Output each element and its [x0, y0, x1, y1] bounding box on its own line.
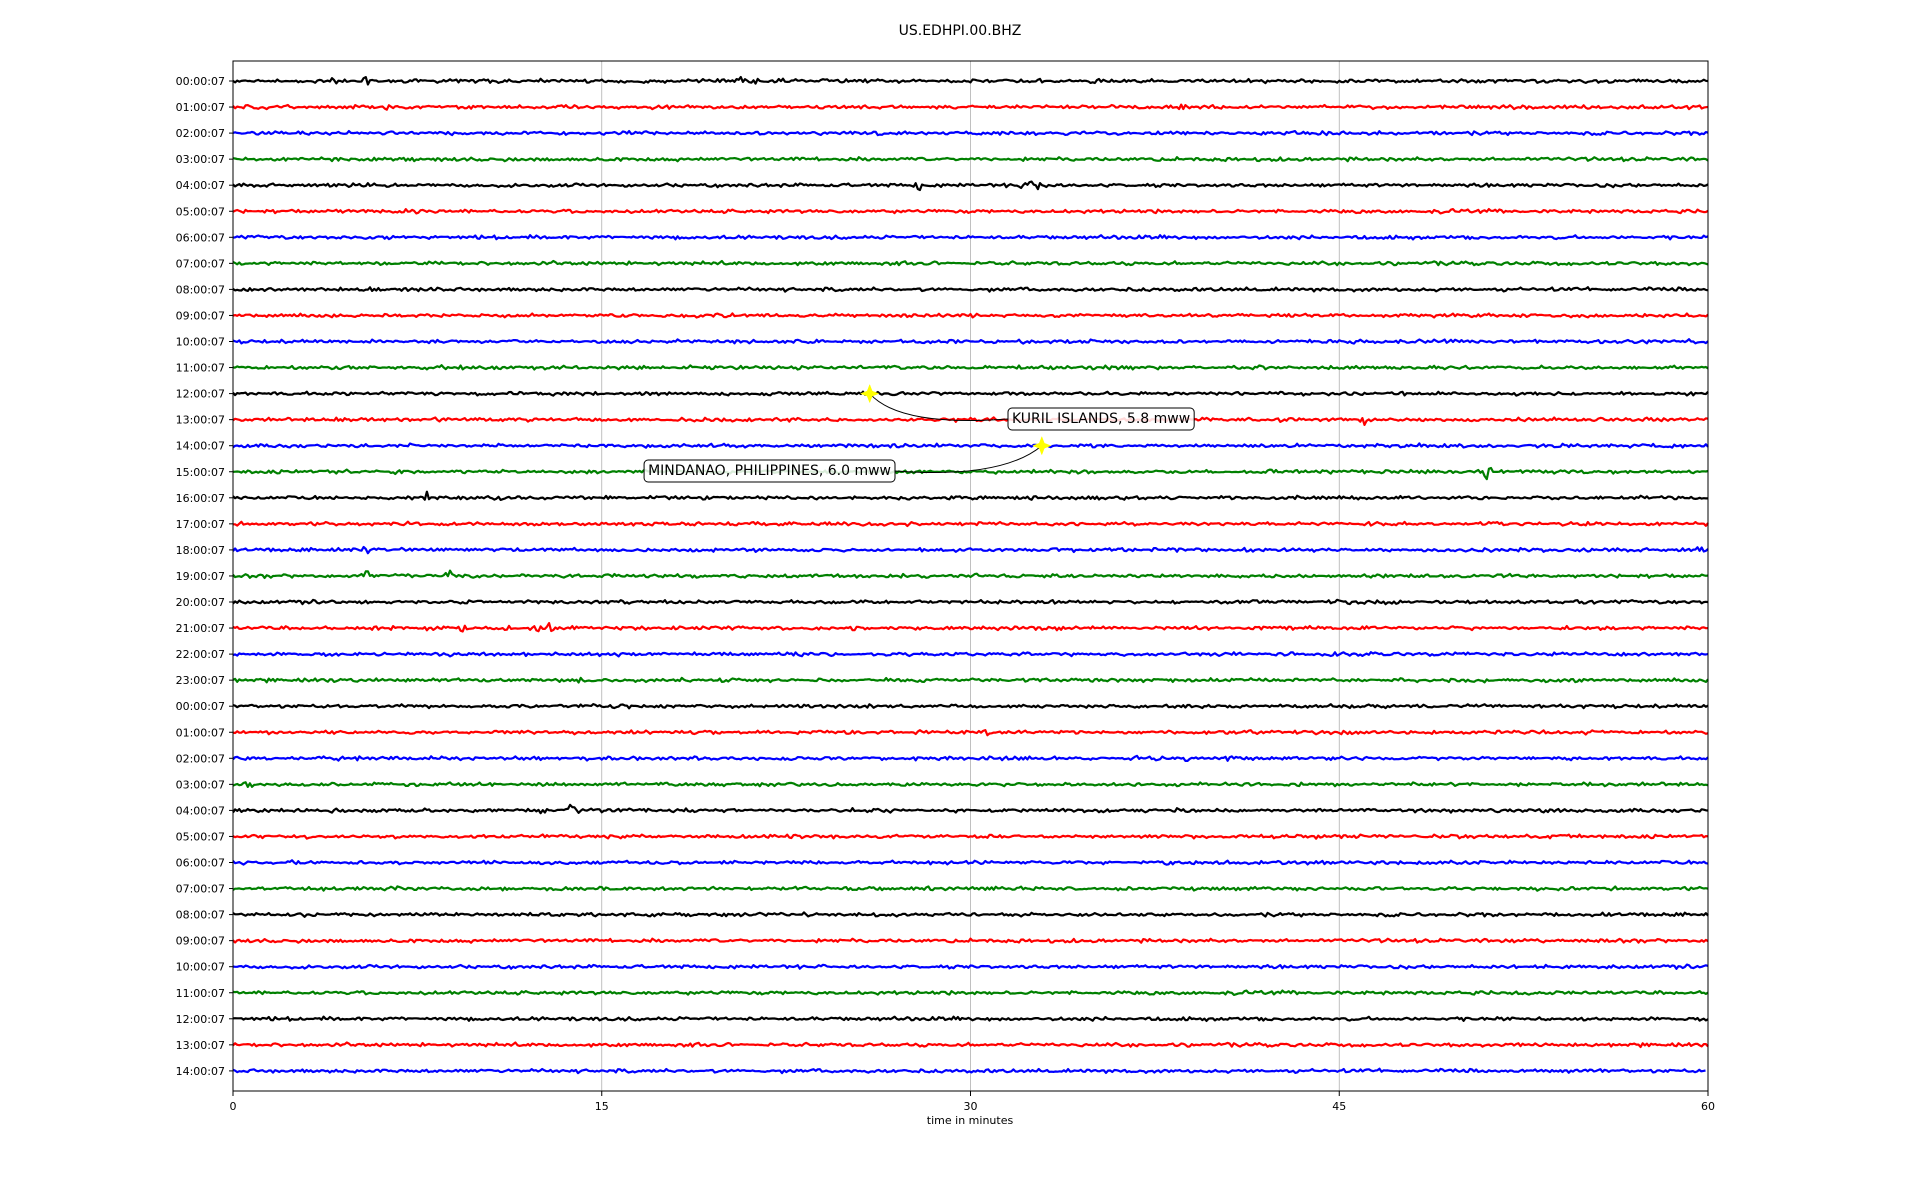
event-star-marker	[860, 383, 880, 404]
row-time-label: 00:00:07	[176, 700, 225, 713]
trace-row	[232, 754, 1709, 762]
x-axis-label: time in minutes	[927, 1114, 1014, 1127]
trace-row	[232, 598, 1709, 606]
trace-row	[232, 234, 1709, 241]
x-tick-label: 15	[595, 1100, 609, 1113]
trace-row	[232, 130, 1709, 137]
row-time-label: 14:00:07	[176, 1065, 225, 1078]
event-connector	[869, 393, 1009, 421]
row-time-label: 12:00:07	[176, 388, 225, 401]
row-time-label: 04:00:07	[176, 179, 225, 192]
row-time-label: 03:00:07	[176, 153, 225, 166]
row-time-label: 06:00:07	[176, 857, 225, 870]
trace-row	[232, 622, 1709, 633]
row-time-label: 09:00:07	[176, 309, 225, 322]
trace-row	[232, 676, 1709, 684]
row-time-label: 13:00:07	[176, 414, 225, 427]
trace-row	[232, 569, 1709, 579]
trace-row	[232, 180, 1709, 192]
row-time-label: 14:00:07	[176, 440, 225, 453]
row-time-label: 03:00:07	[176, 778, 225, 791]
trace-row	[232, 364, 1709, 371]
row-time-label: 05:00:07	[176, 205, 225, 218]
row-time-label: 02:00:07	[176, 127, 225, 140]
row-time-label: 10:00:07	[176, 961, 225, 974]
seismic-traces	[232, 75, 1709, 1075]
row-time-label: 08:00:07	[176, 909, 225, 922]
row-time-label: 23:00:07	[176, 674, 225, 687]
trace-row	[232, 545, 1709, 555]
trace-row	[232, 103, 1709, 111]
trace-row	[232, 466, 1709, 481]
event-star-marker	[1032, 436, 1052, 456]
row-time-label: 19:00:07	[176, 570, 225, 583]
trace-row	[232, 208, 1709, 215]
row-time-label: 04:00:07	[176, 804, 225, 817]
event-annotations: KURIL ISLANDS, 5.8 mww MINDANAO, PHILIPPI…	[643, 383, 1195, 483]
event-label: MINDANAO, PHILIPPINES, 6.0 mww	[648, 463, 891, 479]
row-time-label: 18:00:07	[176, 544, 225, 557]
x-axis: 0 15 30 45 60	[230, 1091, 1715, 1113]
row-time-label: 21:00:07	[176, 622, 225, 635]
x-tick-label: 45	[1332, 1100, 1346, 1113]
event-label: KURIL ISLANDS, 5.8 mww	[1012, 411, 1190, 427]
row-time-label: 05:00:07	[176, 830, 225, 843]
trace-row	[232, 989, 1709, 996]
trace-row	[232, 703, 1709, 710]
trace-row	[232, 442, 1709, 449]
row-time-label: 15:00:07	[176, 466, 225, 479]
row-time-labels: 00:00:07 01:00:07 02:00:07 03:00:07 04:00:07…	[176, 75, 233, 1078]
event-connector	[894, 445, 1043, 473]
chart-title: US.EDHPI.00.BHZ	[899, 23, 1022, 39]
row-time-label: 00:00:07	[176, 75, 225, 88]
trace-row	[232, 259, 1709, 267]
event-annotation: KURIL ISLANDS, 5.8 mww	[860, 383, 1195, 431]
row-time-label: 13:00:07	[176, 1039, 225, 1052]
trace-row	[232, 1041, 1709, 1049]
trace-row	[232, 937, 1709, 944]
row-time-label: 20:00:07	[176, 596, 225, 609]
trace-row	[233, 520, 1709, 528]
trace-row	[232, 781, 1709, 788]
row-time-label: 01:00:07	[176, 726, 225, 739]
trace-row	[232, 75, 1709, 86]
trace-row	[232, 416, 1709, 426]
trace-row	[232, 885, 1709, 892]
trace-row	[232, 286, 1709, 293]
trace-row	[232, 338, 1709, 345]
row-time-label: 16:00:07	[176, 492, 225, 505]
row-time-label: 10:00:07	[176, 336, 225, 349]
trace-row	[232, 1015, 1709, 1022]
trace-row	[232, 490, 1708, 501]
trace-row	[232, 390, 1709, 397]
row-time-label: 09:00:07	[176, 935, 225, 948]
row-time-label: 07:00:07	[176, 257, 225, 270]
trace-row	[232, 651, 1709, 658]
row-time-label: 01:00:07	[176, 101, 225, 114]
row-time-label: 07:00:07	[176, 883, 225, 896]
trace-row	[232, 963, 1709, 970]
trace-row	[232, 911, 1709, 918]
row-time-label: 06:00:07	[176, 231, 225, 244]
row-time-label: 08:00:07	[176, 283, 225, 296]
row-time-label: 11:00:07	[176, 987, 225, 1000]
trace-row	[232, 833, 1709, 840]
event-annotation: MINDANAO, PHILIPPINES, 6.0 mww	[643, 436, 1052, 483]
x-tick-label: 0	[230, 1100, 237, 1113]
trace-row	[232, 156, 1709, 163]
trace-row	[232, 859, 1709, 866]
x-tick-label: 60	[1701, 1100, 1715, 1113]
row-time-label: 17:00:07	[176, 518, 225, 531]
row-time-label: 11:00:07	[176, 362, 225, 375]
row-time-label: 12:00:07	[176, 1013, 225, 1026]
row-time-label: 22:00:07	[176, 648, 225, 661]
x-tick-label: 30	[964, 1100, 978, 1113]
trace-row	[232, 803, 1709, 815]
trace-row	[232, 729, 1709, 737]
trace-row	[232, 1067, 1706, 1075]
trace-row	[232, 312, 1709, 319]
row-time-label: 02:00:07	[176, 752, 225, 765]
